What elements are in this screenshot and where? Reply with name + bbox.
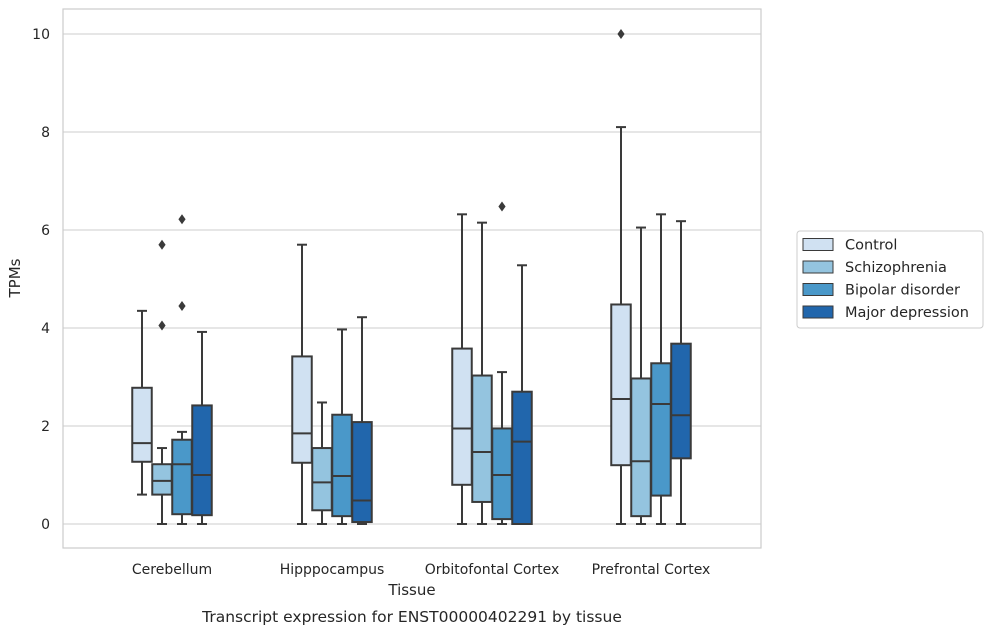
y-tick-label-0: 0 (41, 517, 50, 533)
y-tick-labels: 0 2 4 6 8 10 (32, 27, 50, 533)
legend-swatch-1 (802, 260, 834, 274)
box-plots (131, 29, 692, 526)
y-tick-label-6: 6 (41, 223, 50, 239)
box-iqr (191, 404, 213, 517)
legend-label-2: Bipolar disorder (845, 283, 960, 299)
box-iqr (491, 427, 513, 521)
box-iqr (151, 463, 173, 496)
box-iqr (650, 362, 672, 497)
box-iqr (291, 355, 313, 464)
box-3-3 (670, 220, 692, 525)
box-2-3 (511, 264, 533, 526)
x-tick-label-3: Prefrontal Cortex (592, 562, 711, 578)
x-tick-label-2: Orbitofontal Cortex (425, 562, 560, 578)
box-iqr (610, 303, 632, 467)
outlier-point (498, 201, 506, 212)
legend-items: Control Schizophrenia Bipolar disorder Majo… (802, 238, 969, 321)
box-1-0 (291, 243, 313, 525)
box-1-1 (311, 401, 333, 525)
chart-caption: Transcript expression for ENST0000040229… (201, 608, 622, 626)
legend-swatch-3 (802, 305, 834, 319)
box-0-2 (171, 214, 193, 525)
y-tick-label-2: 2 (41, 419, 50, 435)
y-tick-label-10: 10 (32, 27, 50, 43)
box-2-2 (491, 201, 513, 525)
legend-label-1: Schizophrenia (845, 260, 947, 276)
box-0-1 (151, 239, 173, 525)
legend-frame (796, 230, 984, 329)
y-tick-label-4: 4 (41, 321, 50, 337)
box-iqr (511, 390, 533, 526)
outlier-point (178, 214, 186, 225)
box-iqr (311, 447, 333, 512)
box-iqr (451, 347, 473, 486)
box-3-1 (630, 226, 652, 525)
outlier-point (617, 29, 625, 39)
box-2-1 (471, 221, 493, 525)
legend: Control Schizophrenia Bipolar disorder Majo… (796, 230, 984, 329)
plot-area-frame (62, 8, 762, 549)
outlier-point (158, 239, 166, 250)
box-2-0 (451, 213, 473, 525)
outlier-point (178, 300, 186, 311)
x-tick-label-1: Hipppocampus (280, 562, 385, 578)
box-0-3 (191, 330, 213, 525)
legend-label-0: Control (845, 238, 897, 254)
y-tick-label-8: 8 (41, 125, 50, 141)
box-iqr (471, 374, 493, 503)
legend-swatch-2 (802, 283, 834, 296)
x-tick-label-0: Cerebellum (132, 562, 212, 578)
x-tick-labels: Cerebellum Hipppocampus Orbitofontal Corte… (132, 562, 710, 578)
y-axis-label: TPMs (6, 258, 24, 298)
box-3-0 (610, 29, 632, 525)
box-1-2 (331, 328, 353, 525)
box-iqr (351, 421, 373, 524)
legend-label-3: Major depression (845, 305, 969, 321)
box-iqr (331, 413, 353, 518)
box-1-3 (351, 316, 373, 525)
box-3-2 (650, 213, 672, 525)
box-iqr (131, 386, 153, 463)
x-axis-label: Tissue (387, 581, 435, 599)
box-0-0 (131, 309, 153, 496)
box-iqr (630, 377, 652, 518)
legend-swatch-0 (802, 238, 834, 251)
box-iqr (171, 438, 193, 516)
box-iqr (670, 342, 692, 460)
outlier-point (158, 320, 166, 331)
